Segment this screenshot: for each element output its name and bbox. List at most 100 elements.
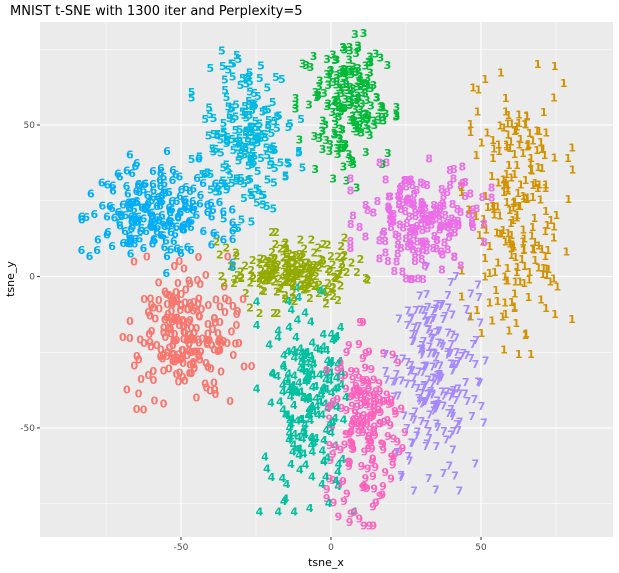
point-digit-3: 3: [332, 99, 340, 112]
point-digit-2: 2: [296, 248, 304, 261]
point-digit-0: 0: [140, 293, 148, 306]
point-digit-2: 2: [285, 248, 293, 261]
point-digit-0: 0: [177, 288, 185, 301]
point-digit-2: 2: [265, 265, 273, 278]
point-digit-5: 5: [252, 121, 260, 134]
point-digit-8: 8: [347, 173, 355, 186]
point-digit-8: 8: [404, 193, 412, 206]
point-digit-3: 3: [353, 80, 361, 93]
point-digit-8: 8: [455, 218, 463, 231]
point-digit-0: 0: [196, 278, 204, 291]
point-digit-8: 8: [407, 239, 415, 252]
point-digit-2: 2: [304, 281, 312, 294]
point-digit-7: 7: [418, 398, 426, 411]
point-digit-9: 9: [357, 419, 365, 432]
point-digit-4: 4: [290, 370, 298, 383]
point-digit-6: 6: [168, 203, 176, 216]
point-digit-1: 1: [504, 179, 512, 192]
point-digit-2: 2: [282, 275, 290, 288]
point-digit-0: 0: [168, 305, 176, 318]
point-digit-4: 4: [321, 398, 329, 411]
point-digit-4: 4: [280, 361, 288, 374]
point-digit-5: 5: [232, 124, 240, 137]
point-digit-1: 1: [508, 117, 516, 130]
point-digit-1: 1: [512, 124, 520, 137]
point-digit-4: 4: [319, 328, 327, 341]
point-digit-6: 6: [182, 181, 190, 194]
point-digit-4: 4: [274, 325, 282, 338]
point-digit-7: 7: [424, 315, 432, 328]
point-digit-3: 3: [312, 86, 320, 99]
point-digit-3: 3: [341, 102, 349, 115]
point-digit-6: 6: [137, 225, 145, 238]
point-digit-1: 1: [496, 209, 504, 222]
point-digit-4: 4: [288, 382, 296, 395]
point-digit-1: 1: [497, 67, 505, 80]
point-digit-0: 0: [170, 348, 178, 361]
point-digit-1: 1: [528, 165, 536, 178]
point-digit-6: 6: [157, 167, 165, 180]
point-digit-6: 6: [148, 221, 156, 234]
point-digit-7: 7: [444, 326, 452, 339]
point-digit-3: 3: [348, 115, 356, 128]
point-digit-9: 9: [334, 393, 342, 406]
point-digit-5: 5: [243, 78, 251, 91]
point-digit-4: 4: [304, 371, 312, 384]
point-digit-0: 0: [173, 334, 181, 347]
point-digit-3: 3: [355, 92, 363, 105]
point-digit-5: 5: [257, 132, 265, 145]
point-digit-0: 0: [185, 275, 193, 288]
point-digit-8: 8: [433, 234, 441, 247]
point-digit-9: 9: [338, 402, 346, 415]
point-digit-7: 7: [471, 458, 479, 471]
point-digit-9: 9: [348, 400, 356, 413]
point-digit-6: 6: [125, 202, 133, 215]
point-digit-0: 0: [212, 388, 220, 401]
point-digit-2: 2: [304, 266, 312, 279]
point-digit-6: 6: [216, 196, 224, 209]
point-digit-5: 5: [223, 131, 231, 144]
x-tick-label: -50: [174, 543, 189, 553]
point-digit-5: 5: [256, 72, 264, 85]
point-digit-8: 8: [347, 242, 355, 255]
point-digit-6: 6: [148, 211, 156, 224]
point-digit-1: 1: [541, 149, 549, 162]
point-digit-2: 2: [265, 274, 273, 287]
point-digit-8: 8: [347, 184, 355, 197]
point-digit-2: 2: [298, 258, 306, 271]
point-digit-9: 9: [354, 419, 362, 432]
point-digit-5: 5: [246, 76, 254, 89]
point-digit-2: 2: [271, 267, 279, 280]
point-digit-5: 5: [254, 133, 262, 146]
point-digit-7: 7: [426, 387, 434, 400]
point-digit-9: 9: [388, 451, 396, 464]
point-digit-8: 8: [421, 202, 429, 215]
point-digit-0: 0: [216, 344, 224, 357]
point-digit-3: 3: [359, 113, 367, 126]
point-digit-9: 9: [324, 402, 332, 415]
point-digit-2: 2: [231, 273, 239, 286]
point-digit-3: 3: [328, 106, 336, 119]
point-digit-4: 4: [310, 437, 318, 450]
point-digit-4: 4: [285, 433, 293, 446]
point-digit-3: 3: [337, 84, 345, 97]
point-digit-8: 8: [435, 209, 443, 222]
point-digit-1: 1: [467, 126, 475, 139]
point-digit-2: 2: [289, 292, 297, 305]
point-digit-4: 4: [316, 369, 324, 382]
point-digit-4: 4: [288, 412, 296, 425]
point-digit-5: 5: [205, 102, 213, 115]
point-digit-1: 1: [520, 190, 528, 203]
point-digit-2: 2: [257, 265, 265, 278]
point-digit-9: 9: [368, 443, 376, 456]
point-digit-5: 5: [248, 126, 256, 139]
point-digit-0: 0: [225, 294, 233, 307]
point-digit-8: 8: [395, 199, 403, 212]
point-digit-4: 4: [314, 409, 322, 422]
point-digit-3: 3: [325, 72, 333, 85]
point-digit-5: 5: [229, 71, 237, 84]
point-digit-5: 5: [224, 64, 232, 77]
point-digit-2: 2: [322, 291, 330, 304]
point-digit-0: 0: [179, 344, 187, 357]
point-digit-3: 3: [364, 113, 372, 126]
